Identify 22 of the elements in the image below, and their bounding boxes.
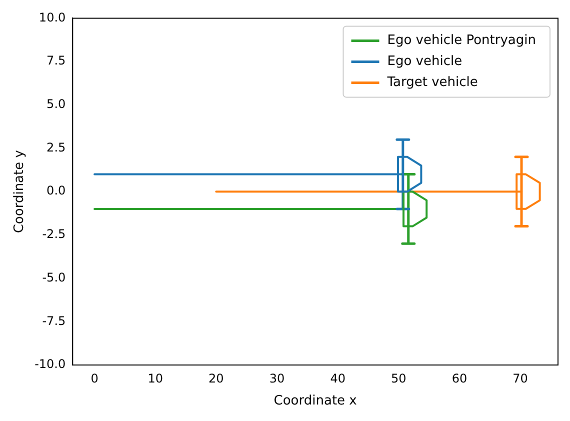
x-tick-label: 20	[208, 371, 224, 386]
y-tick-label: -10.0	[34, 357, 66, 372]
y-tick-label: -2.5	[42, 227, 66, 242]
legend-label: Target vehicle	[386, 75, 478, 90]
y-tick-label: 2.5	[46, 140, 66, 154]
x-tick-label: 70	[512, 371, 528, 386]
x-tick-label: 40	[330, 371, 346, 386]
y-tick-label: 10.0	[38, 10, 66, 24]
x-tick-label: 10	[148, 371, 164, 386]
y-tick-label: 5.0	[46, 97, 66, 112]
x-axis-title: Coordinate x	[274, 394, 358, 409]
x-tick-label: 60	[452, 371, 468, 386]
x-tick-label: 0	[90, 371, 98, 386]
legend-label: Ego vehicle	[387, 54, 462, 70]
x-tick-label: 50	[391, 371, 406, 386]
y-axis-title: Coordinate y	[12, 150, 28, 234]
y-tick-label: 0.0	[46, 184, 66, 198]
y-tick-label: -5.0	[42, 270, 66, 284]
x-tick-label: 30	[269, 371, 285, 386]
legend-label: Ego vehicle Pontryagin	[387, 33, 536, 48]
y-tick-label: -7.5	[42, 314, 66, 328]
y-tick-label: 7.5	[46, 54, 66, 68]
